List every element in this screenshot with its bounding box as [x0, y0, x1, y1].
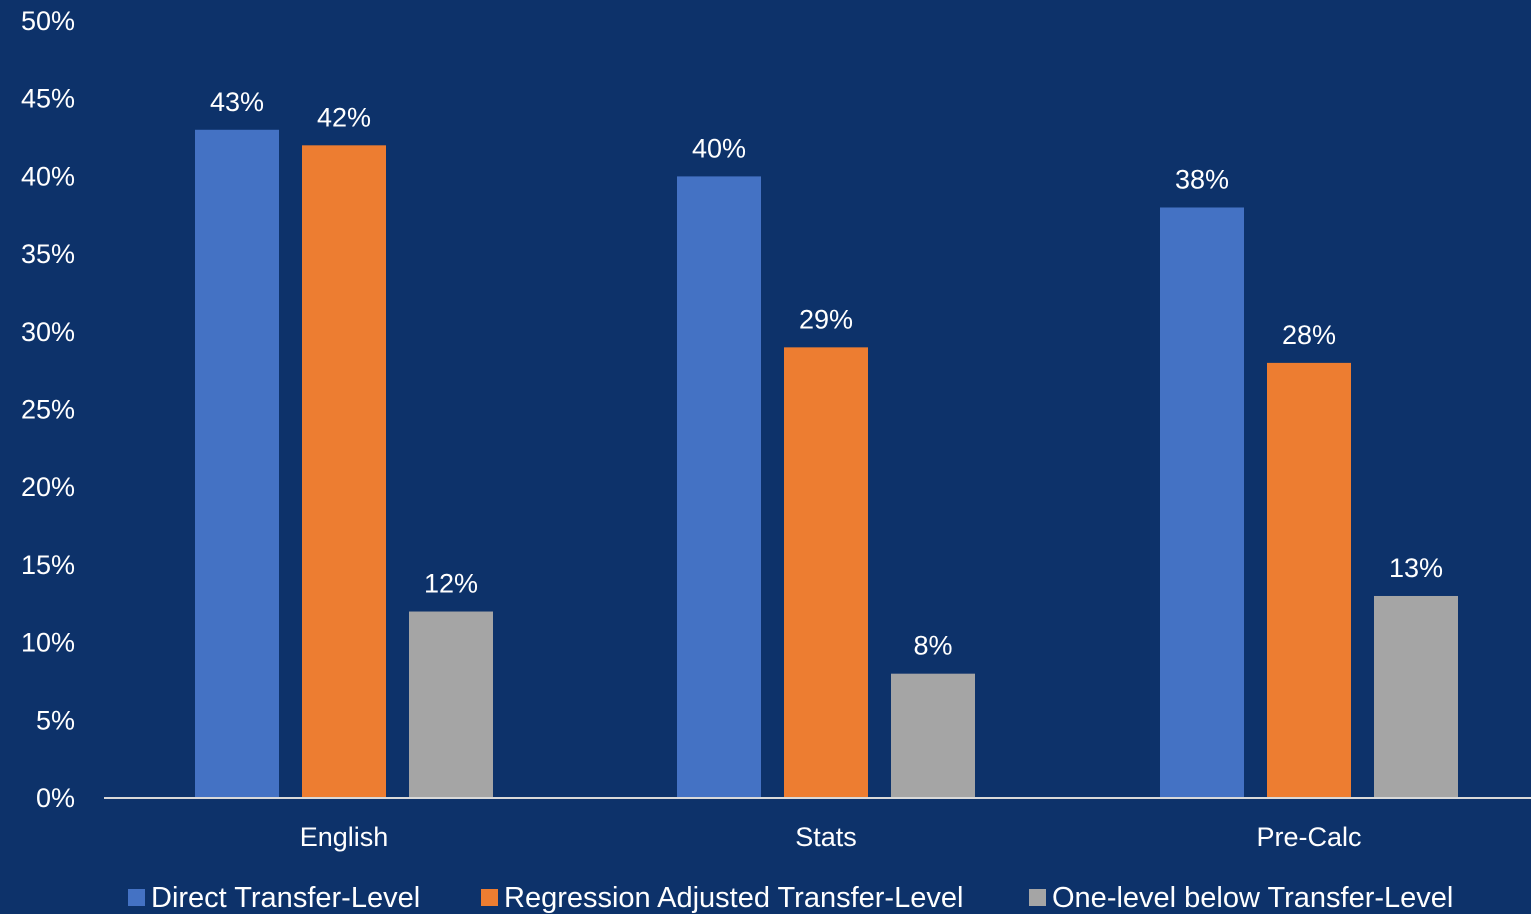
bar [1160, 207, 1244, 798]
y-tick-label: 5% [36, 705, 75, 735]
x-tick-label: Pre-Calc [1256, 822, 1361, 852]
bar [409, 612, 493, 798]
bar [784, 347, 868, 798]
bar [1267, 363, 1351, 798]
data-label: 28% [1282, 320, 1336, 350]
legend-swatch [481, 889, 498, 906]
data-label: 43% [210, 87, 264, 117]
legend: Direct Transfer-Level Regression Adjusted… [128, 882, 1453, 914]
bar [195, 130, 279, 798]
data-label: 42% [317, 102, 371, 132]
data-label: 40% [692, 133, 746, 163]
y-tick-label: 20% [21, 472, 75, 502]
x-axis: English Stats Pre-Calc [104, 798, 1531, 852]
y-tick-label: 10% [21, 628, 75, 658]
bars-group [195, 130, 1458, 798]
data-label: 29% [799, 304, 853, 334]
y-axis: 0% 5% 10% 15% 20% 25% 30% 35% 40% 45% 50% [21, 6, 75, 813]
bar [302, 145, 386, 798]
y-tick-label: 35% [21, 239, 75, 269]
bar [1374, 596, 1458, 798]
y-tick-label: 45% [21, 84, 75, 114]
bar [677, 176, 761, 798]
data-label: 8% [913, 631, 952, 661]
bar [891, 674, 975, 798]
legend-swatch [1029, 889, 1046, 906]
y-tick-label: 0% [36, 783, 75, 813]
y-tick-label: 40% [21, 161, 75, 191]
x-tick-label: English [300, 822, 389, 852]
legend-label: One-level below Transfer-Level [1052, 882, 1453, 914]
y-tick-label: 50% [21, 6, 75, 36]
data-label: 12% [424, 569, 478, 599]
legend-swatch [128, 889, 145, 906]
x-tick-label: Stats [795, 822, 857, 852]
y-tick-label: 15% [21, 550, 75, 580]
data-label: 13% [1389, 553, 1443, 583]
data-label: 38% [1175, 164, 1229, 194]
legend-label: Direct Transfer-Level [151, 882, 420, 914]
y-tick-label: 30% [21, 317, 75, 347]
y-tick-label: 25% [21, 395, 75, 425]
legend-label: Regression Adjusted Transfer-Level [504, 882, 963, 914]
